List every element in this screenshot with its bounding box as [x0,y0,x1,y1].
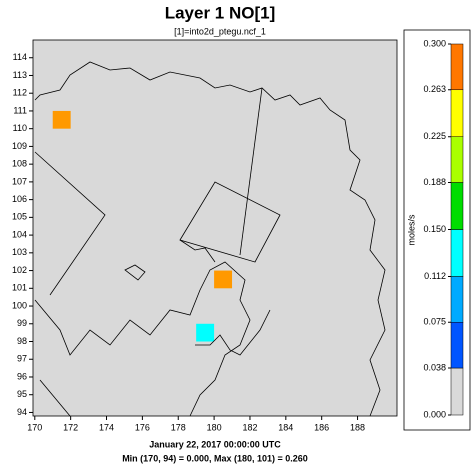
y-tick-label: 112 [13,88,27,98]
colorbar-swatch [450,322,464,369]
map-outlines [34,61,386,417]
x-tick-label: 186 [314,422,329,432]
colorbar-swatch [450,136,464,183]
y-tick-label: 100 [12,300,27,310]
x-tick-label: 174 [99,422,114,432]
x-tick-label: 182 [242,422,257,432]
x-tick-label: 184 [278,422,293,432]
grid-cell [196,323,215,342]
colorbar-tick-label: 0.188 [423,177,446,187]
y-tick-label: 96 [17,371,27,381]
chart-title: Layer 1 NO[1] [165,3,276,22]
y-tick-label: 97 [17,354,27,364]
colorbar-tick-label: 0.038 [423,362,446,372]
y-tick-label: 111 [13,105,27,115]
x-tick-label: 188 [350,422,365,432]
y-tick-label: 108 [12,159,27,169]
plot-background [33,40,397,416]
colorbar-swatch [450,276,464,323]
x-tick-label: 180 [207,422,222,432]
y-tick-label: 101 [12,283,27,293]
colorbar-tick-label: 0.075 [423,317,446,327]
colorbar-tick-label: 0.112 [424,271,446,281]
colorbar-tick-label: 0.300 [423,38,446,48]
y-tick-label: 110 [13,123,27,133]
y-tick-label: 103 [12,247,27,257]
colorbar-tick-label: 0.150 [423,224,446,234]
x-tick-label: 172 [63,422,78,432]
colorbar-tick-label: 0.000 [423,409,446,419]
colorbar-tick-label: 0.263 [423,84,446,94]
y-tick-label: 98 [17,336,27,346]
y-tick-label: 113 [13,70,27,80]
y-tick-label: 106 [12,194,27,204]
y-tick-label: 109 [12,141,27,151]
x-tick-label: 178 [171,422,186,432]
grid-cell [214,270,233,289]
y-tick-label: 107 [12,176,27,186]
plot-frame [32,39,398,417]
colorbar-label: moles/s [406,214,416,246]
colorbar-swatch [450,89,464,137]
x-tick-label: 170 [27,422,42,432]
stats-label: Min (170, 94) = 0.000, Max (180, 101) = … [122,453,308,463]
y-tick-label: 99 [17,318,27,328]
y-tick-label: 95 [17,389,27,399]
colorbar-swatch [450,229,464,277]
colorbar-swatch [450,367,464,416]
y-tick-label: 104 [12,229,27,239]
date-label: January 22, 2017 00:00:00 UTC [149,439,281,449]
x-tick-label: 176 [135,422,150,432]
colorbar-tick-label: 0.225 [423,131,446,141]
plot-area [33,40,397,416]
grid-cell [52,110,71,129]
y-tick-label: 102 [12,265,27,275]
y-tick-label: 105 [12,212,27,222]
chart-subtitle: [1]=into2d_ptegu.ncf_1 [174,26,266,36]
y-tick-label: 114 [13,52,27,62]
colorbar-swatch [450,182,464,230]
colorbar-swatch [450,43,464,91]
colorbar-frame [403,29,471,431]
y-tick-label: 94 [17,407,27,417]
